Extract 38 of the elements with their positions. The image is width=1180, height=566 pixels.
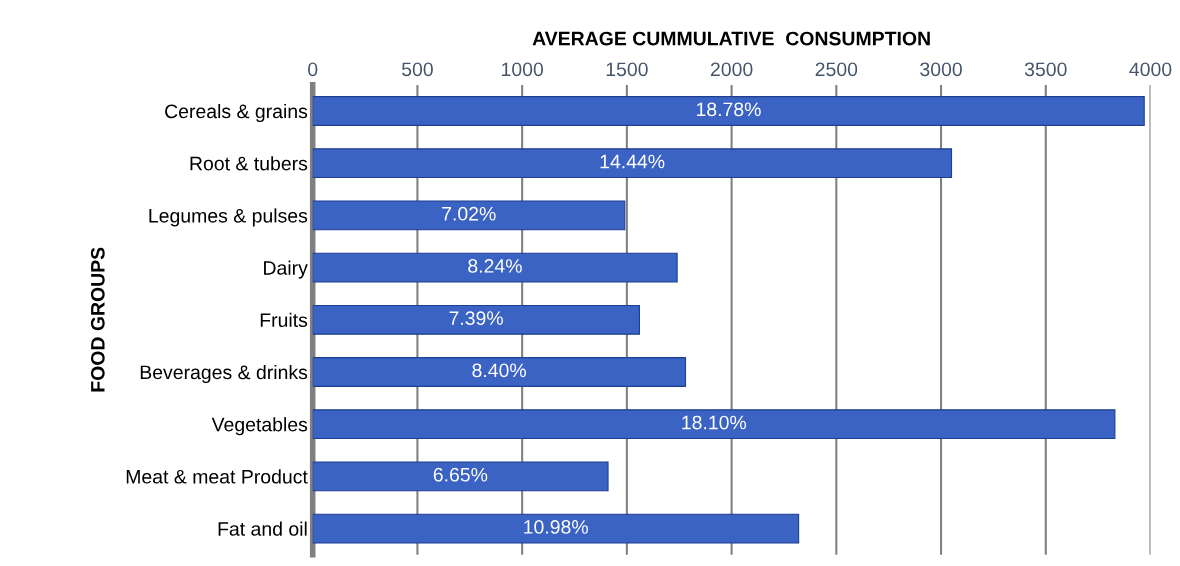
x-tick-label: 1500 bbox=[606, 62, 648, 77]
y-tick-label: Root & tubers bbox=[190, 156, 308, 171]
x-tick-label: 1000 bbox=[502, 62, 544, 77]
bar bbox=[312, 200, 626, 231]
annotation: 18.10% bbox=[682, 415, 747, 430]
annotation: 8.24% bbox=[468, 259, 522, 273]
annotation: 10.98% bbox=[524, 520, 588, 534]
y-tick-label: Legumes & pulses bbox=[149, 208, 308, 227]
annotation: 7.02% bbox=[442, 206, 496, 221]
y-tick-label: Cereals & grains bbox=[165, 103, 308, 123]
y-axis-title: FOOD GROUPS bbox=[90, 247, 105, 392]
bar bbox=[312, 304, 640, 335]
x-tick-label: 4000 bbox=[1129, 62, 1172, 77]
y-tick-label: Meat & meat Product bbox=[126, 469, 308, 484]
bar bbox=[312, 409, 1116, 440]
x-tick-label: 2000 bbox=[710, 62, 753, 77]
bar bbox=[312, 357, 687, 387]
annotation: 6.65% bbox=[433, 467, 488, 482]
y-tick-label: Vegetables bbox=[211, 417, 308, 436]
x-tick-label: 500 bbox=[401, 62, 433, 77]
bar bbox=[312, 96, 1145, 126]
y-tick-label: Fat and oil bbox=[218, 521, 307, 536]
bar bbox=[312, 513, 800, 544]
annotation: 14.44% bbox=[600, 154, 665, 169]
bar bbox=[312, 148, 953, 179]
annotation: 8.40% bbox=[472, 363, 526, 378]
bar bbox=[312, 461, 609, 492]
x-tick-label: 2500 bbox=[815, 62, 858, 77]
y-tick-label: Beverages & drinks bbox=[140, 364, 308, 384]
x-axis-title: AVERAGE CUMMULATIVE CONSUMPTION bbox=[532, 31, 930, 46]
x-tick-label: 3000 bbox=[920, 62, 962, 77]
annotation: 7.39% bbox=[449, 311, 503, 326]
y-tick-label: Dairy bbox=[264, 260, 308, 279]
bar bbox=[312, 252, 678, 283]
annotation: 18.78% bbox=[696, 102, 761, 117]
x-tick-label: 0 bbox=[308, 62, 318, 77]
x-tick-label: 3500 bbox=[1024, 62, 1067, 77]
y-tick-label: Fruits bbox=[260, 312, 308, 328]
